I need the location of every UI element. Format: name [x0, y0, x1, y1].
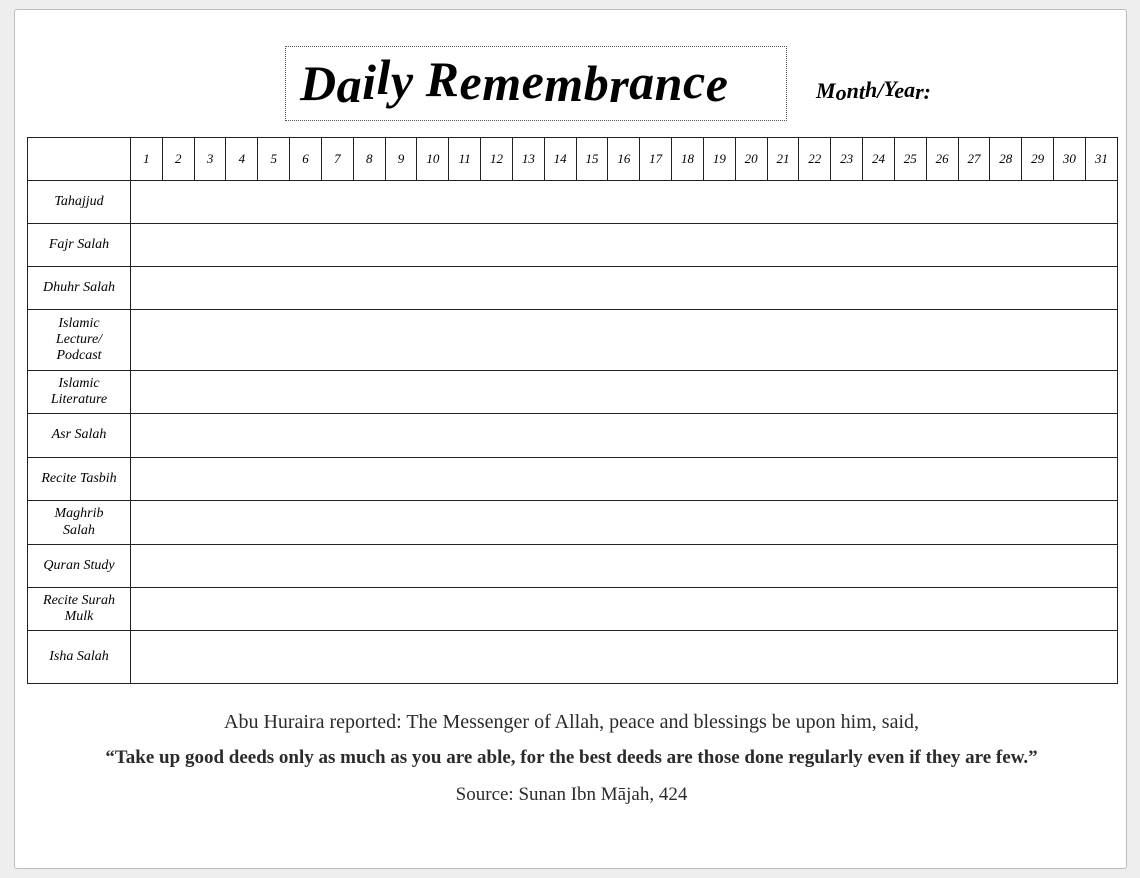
- svg-text:Month/Year:: Month/Year:: [815, 76, 931, 105]
